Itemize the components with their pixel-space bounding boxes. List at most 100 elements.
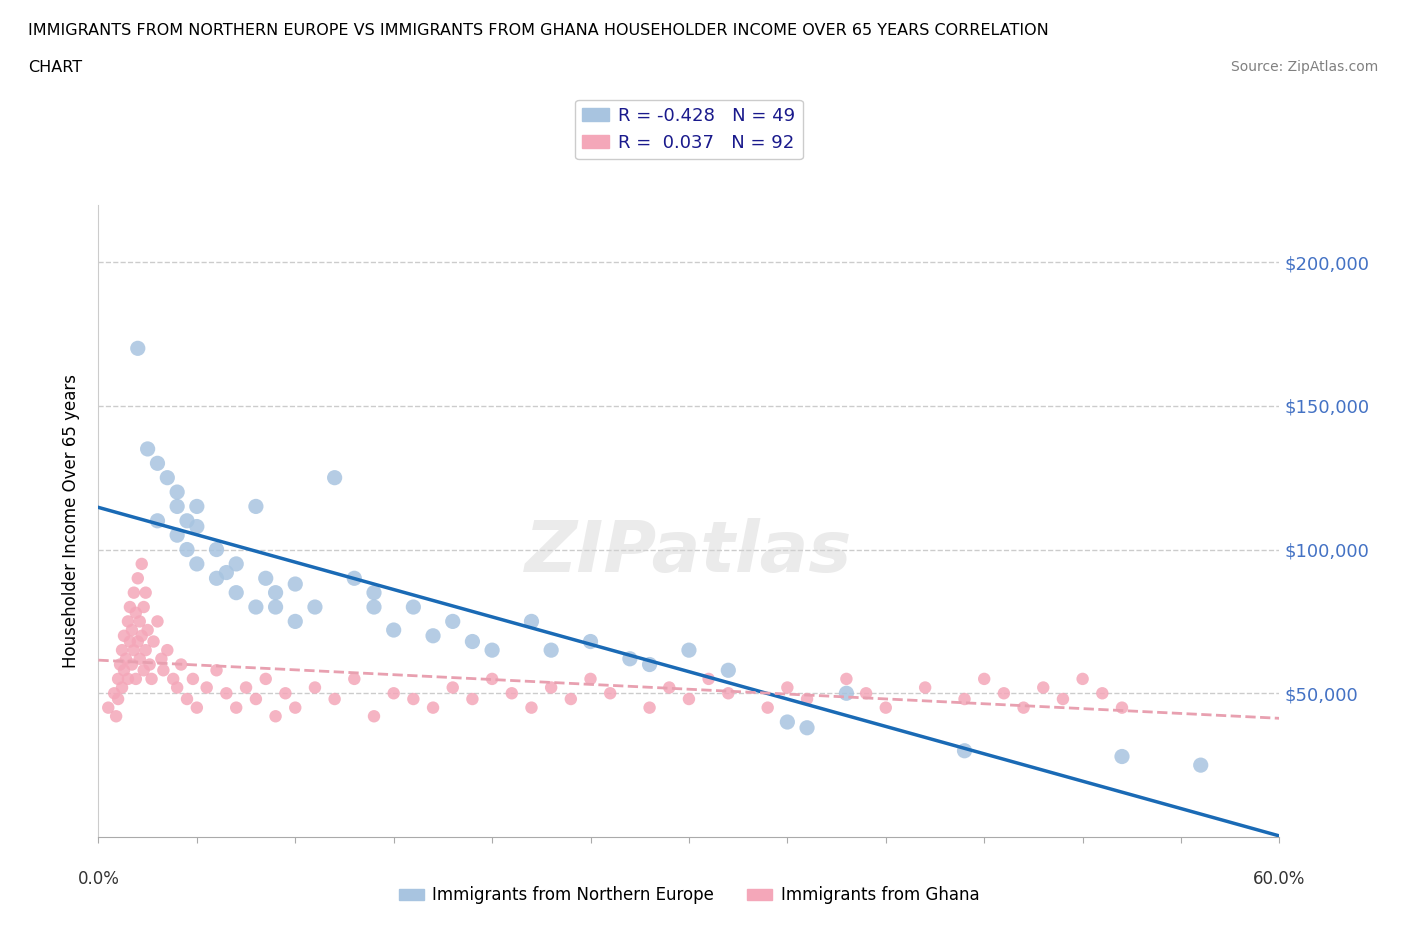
Point bbox=[97, 700, 120, 715]
Point bbox=[264, 709, 287, 724]
Point bbox=[697, 671, 720, 686]
Point bbox=[215, 565, 238, 580]
Point bbox=[245, 692, 267, 707]
Point bbox=[540, 643, 562, 658]
Point bbox=[323, 471, 346, 485]
Point bbox=[343, 571, 366, 586]
Point bbox=[195, 680, 218, 695]
Text: IMMIGRANTS FROM NORTHERN EUROPE VS IMMIGRANTS FROM GHANA HOUSEHOLDER INCOME OVER: IMMIGRANTS FROM NORTHERN EUROPE VS IMMIG… bbox=[28, 23, 1049, 38]
Point bbox=[1111, 749, 1133, 764]
Point bbox=[520, 614, 543, 629]
Point bbox=[205, 663, 228, 678]
Point bbox=[441, 614, 464, 629]
Point bbox=[162, 671, 184, 686]
Point bbox=[855, 685, 877, 700]
Point bbox=[166, 680, 188, 695]
Point bbox=[796, 721, 818, 736]
Point bbox=[875, 700, 897, 715]
Point bbox=[128, 651, 150, 666]
Point bbox=[225, 700, 247, 715]
Point bbox=[619, 651, 641, 666]
Point bbox=[481, 671, 503, 686]
Text: Source: ZipAtlas.com: Source: ZipAtlas.com bbox=[1230, 60, 1378, 74]
Point bbox=[284, 614, 307, 629]
Point bbox=[156, 471, 179, 485]
Point bbox=[150, 651, 173, 666]
Point bbox=[245, 600, 267, 615]
Point bbox=[131, 629, 153, 644]
Point bbox=[245, 499, 267, 514]
Point bbox=[176, 692, 198, 707]
Point bbox=[156, 643, 179, 658]
Point bbox=[117, 671, 139, 686]
Point bbox=[520, 700, 543, 715]
Point bbox=[122, 585, 145, 600]
Point bbox=[107, 692, 129, 707]
Point bbox=[501, 685, 523, 700]
Point bbox=[953, 692, 976, 707]
Point bbox=[796, 692, 818, 707]
Point bbox=[205, 542, 228, 557]
Point bbox=[363, 585, 385, 600]
Point bbox=[638, 658, 661, 672]
Point bbox=[284, 577, 307, 591]
Point bbox=[107, 671, 129, 686]
Point bbox=[142, 634, 165, 649]
Point bbox=[274, 685, 297, 700]
Point bbox=[304, 680, 326, 695]
Point bbox=[422, 700, 444, 715]
Point bbox=[125, 671, 148, 686]
Point bbox=[186, 519, 208, 534]
Point bbox=[103, 685, 125, 700]
Point bbox=[225, 556, 247, 571]
Point bbox=[112, 629, 135, 644]
Point bbox=[254, 571, 277, 586]
Point bbox=[112, 663, 135, 678]
Point bbox=[176, 542, 198, 557]
Point bbox=[481, 643, 503, 658]
Point bbox=[122, 643, 145, 658]
Point bbox=[141, 671, 163, 686]
Point bbox=[717, 685, 740, 700]
Point bbox=[131, 556, 153, 571]
Point bbox=[323, 692, 346, 707]
Text: 0.0%: 0.0% bbox=[77, 870, 120, 887]
Point bbox=[835, 685, 858, 700]
Point bbox=[127, 634, 149, 649]
Point bbox=[382, 685, 405, 700]
Point bbox=[1189, 758, 1212, 773]
Point bbox=[121, 658, 143, 672]
Point bbox=[363, 600, 385, 615]
Point bbox=[1032, 680, 1054, 695]
Point bbox=[953, 743, 976, 758]
Point bbox=[121, 622, 143, 637]
Point bbox=[579, 671, 602, 686]
Point bbox=[264, 585, 287, 600]
Point bbox=[461, 634, 484, 649]
Point bbox=[363, 709, 385, 724]
Point bbox=[1012, 700, 1035, 715]
Point bbox=[138, 658, 160, 672]
Point bbox=[382, 622, 405, 637]
Point bbox=[128, 614, 150, 629]
Point bbox=[776, 680, 799, 695]
Point bbox=[105, 709, 128, 724]
Point bbox=[225, 585, 247, 600]
Point bbox=[127, 571, 149, 586]
Point bbox=[118, 634, 141, 649]
Point bbox=[835, 671, 858, 686]
Point bbox=[717, 663, 740, 678]
Point bbox=[146, 614, 169, 629]
Point bbox=[166, 485, 188, 499]
Text: 60.0%: 60.0% bbox=[1253, 870, 1306, 887]
Point bbox=[776, 714, 799, 729]
Point bbox=[111, 643, 134, 658]
Point bbox=[402, 692, 425, 707]
Point bbox=[132, 663, 155, 678]
Point bbox=[146, 456, 169, 471]
Point bbox=[1052, 692, 1074, 707]
Text: CHART: CHART bbox=[28, 60, 82, 75]
Point bbox=[117, 614, 139, 629]
Point bbox=[186, 556, 208, 571]
Point bbox=[235, 680, 257, 695]
